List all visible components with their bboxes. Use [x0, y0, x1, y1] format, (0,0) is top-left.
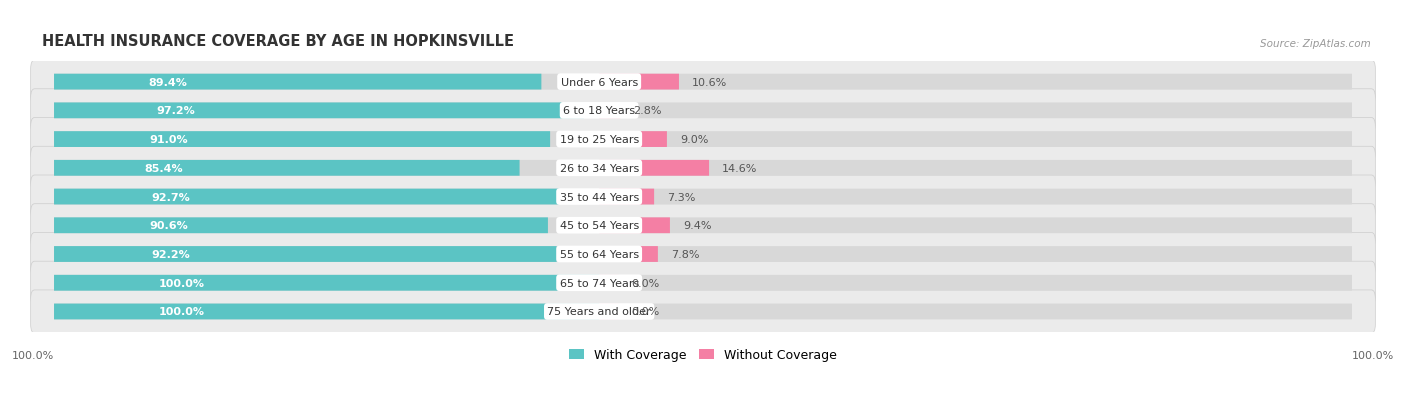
FancyBboxPatch shape — [53, 161, 520, 176]
Text: 100.0%: 100.0% — [1353, 351, 1395, 361]
FancyBboxPatch shape — [53, 304, 599, 320]
Text: 9.0%: 9.0% — [681, 135, 709, 145]
Text: 14.6%: 14.6% — [723, 164, 758, 173]
FancyBboxPatch shape — [599, 74, 679, 90]
Text: 100.0%: 100.0% — [159, 307, 205, 317]
FancyBboxPatch shape — [53, 132, 550, 147]
Text: 10.6%: 10.6% — [692, 77, 727, 88]
Text: 75 Years and older: 75 Years and older — [547, 307, 651, 317]
Text: 65 to 74 Years: 65 to 74 Years — [560, 278, 638, 288]
Text: 7.3%: 7.3% — [666, 192, 696, 202]
Text: 35 to 44 Years: 35 to 44 Years — [560, 192, 638, 202]
FancyBboxPatch shape — [53, 103, 1353, 119]
FancyBboxPatch shape — [599, 161, 709, 176]
FancyBboxPatch shape — [31, 290, 1375, 333]
FancyBboxPatch shape — [53, 74, 1353, 90]
FancyBboxPatch shape — [599, 247, 658, 262]
Text: 19 to 25 Years: 19 to 25 Years — [560, 135, 638, 145]
Text: 6 to 18 Years: 6 to 18 Years — [564, 106, 636, 116]
Text: 85.4%: 85.4% — [145, 164, 183, 173]
FancyBboxPatch shape — [31, 147, 1375, 190]
FancyBboxPatch shape — [53, 74, 541, 90]
Text: 55 to 64 Years: 55 to 64 Years — [560, 249, 638, 259]
Text: 7.8%: 7.8% — [671, 249, 699, 259]
FancyBboxPatch shape — [53, 304, 1353, 320]
FancyBboxPatch shape — [53, 218, 548, 234]
FancyBboxPatch shape — [53, 275, 599, 291]
Text: 9.4%: 9.4% — [683, 221, 711, 231]
Text: 0.0%: 0.0% — [631, 278, 659, 288]
FancyBboxPatch shape — [31, 176, 1375, 218]
FancyBboxPatch shape — [53, 132, 1353, 147]
FancyBboxPatch shape — [53, 247, 557, 262]
FancyBboxPatch shape — [53, 103, 583, 119]
FancyBboxPatch shape — [599, 275, 619, 291]
FancyBboxPatch shape — [53, 189, 560, 205]
Text: 26 to 34 Years: 26 to 34 Years — [560, 164, 638, 173]
FancyBboxPatch shape — [31, 118, 1375, 161]
Text: Source: ZipAtlas.com: Source: ZipAtlas.com — [1260, 39, 1371, 49]
FancyBboxPatch shape — [53, 161, 1353, 176]
Text: Under 6 Years: Under 6 Years — [561, 77, 638, 88]
FancyBboxPatch shape — [31, 233, 1375, 276]
Text: 100.0%: 100.0% — [11, 351, 53, 361]
Text: 100.0%: 100.0% — [159, 278, 205, 288]
Text: 2.8%: 2.8% — [633, 106, 662, 116]
FancyBboxPatch shape — [599, 189, 654, 205]
Text: 91.0%: 91.0% — [150, 135, 188, 145]
FancyBboxPatch shape — [31, 261, 1375, 304]
FancyBboxPatch shape — [31, 90, 1375, 133]
FancyBboxPatch shape — [599, 304, 619, 320]
FancyBboxPatch shape — [53, 189, 1353, 205]
FancyBboxPatch shape — [599, 132, 666, 147]
Text: 92.2%: 92.2% — [150, 249, 190, 259]
Text: HEALTH INSURANCE COVERAGE BY AGE IN HOPKINSVILLE: HEALTH INSURANCE COVERAGE BY AGE IN HOPK… — [42, 34, 513, 49]
FancyBboxPatch shape — [53, 275, 1353, 291]
FancyBboxPatch shape — [53, 218, 1353, 234]
Text: 92.7%: 92.7% — [152, 192, 190, 202]
Legend: With Coverage, Without Coverage: With Coverage, Without Coverage — [564, 343, 842, 366]
FancyBboxPatch shape — [599, 103, 620, 119]
Text: 97.2%: 97.2% — [156, 106, 194, 116]
FancyBboxPatch shape — [53, 247, 1353, 262]
Text: 45 to 54 Years: 45 to 54 Years — [560, 221, 638, 231]
FancyBboxPatch shape — [31, 204, 1375, 247]
Text: 89.4%: 89.4% — [148, 77, 187, 88]
FancyBboxPatch shape — [599, 218, 669, 234]
FancyBboxPatch shape — [31, 61, 1375, 104]
Text: 0.0%: 0.0% — [631, 307, 659, 317]
Text: 90.6%: 90.6% — [149, 221, 188, 231]
